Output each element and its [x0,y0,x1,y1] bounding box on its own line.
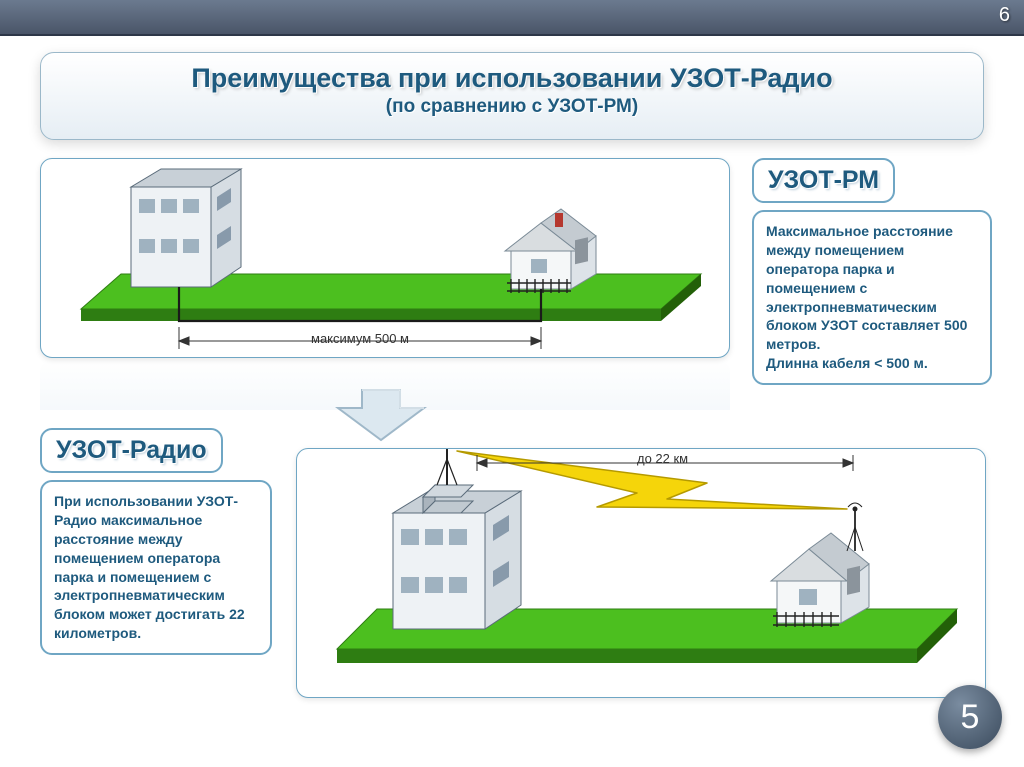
label-rm: УЗОТ-РМ [752,158,895,203]
diagram-radio-svg [297,449,987,699]
title-box: Преимущества при использовании УЗОТ-Ради… [40,52,984,140]
down-arrow-icon [334,388,428,442]
diag2-dim-label: до 22 км [637,451,688,466]
desc-rm: Максимальное расстояние между помещением… [752,210,992,385]
top-bar [0,0,1024,36]
page-badge: 5 [938,685,1002,749]
desc-radio: При использовании УЗОТ-Радио максимально… [40,480,272,655]
diag1-dim-label: максимум 500 м [311,331,409,346]
diagram-radio-panel: до 22 км [296,448,986,698]
label-radio: УЗОТ-Радио [40,428,223,473]
title-sub: (по сравнению с УЗОТ-РМ) [41,96,983,118]
diagram-rm-panel: максимум 500 м [40,158,730,358]
diagram-rm-svg [41,159,731,359]
title-main: Преимущества при использовании УЗОТ-Ради… [41,63,983,94]
page-number-top: 6 [999,4,1010,27]
